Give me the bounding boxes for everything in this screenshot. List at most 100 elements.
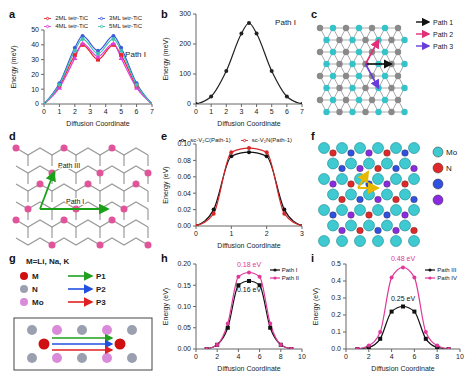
svg-text:0: 0 — [344, 353, 348, 360]
html-text:b: b — [161, 8, 168, 20]
svg-text:6: 6 — [412, 353, 416, 360]
svg-text:5: 5 — [119, 108, 123, 115]
svg-text:2: 2 — [224, 108, 228, 115]
svg-text:10: 10 — [456, 353, 464, 360]
svg-text:Path I: Path I — [66, 198, 84, 205]
html-text:e: e — [161, 130, 168, 142]
svg-text:Energy (eV): Energy (eV) — [162, 166, 170, 203]
svg-text:40: 40 — [31, 41, 39, 48]
html-text:Path I: Path I — [275, 18, 296, 27]
svg-text:0.00: 0.00 — [177, 345, 191, 352]
svg-text:0.25 eV: 0.25 eV — [391, 295, 415, 302]
svg-text:Energy (eV): Energy (eV) — [312, 288, 320, 325]
html-text:3ML tetr-TiC: 3ML tetr-TiC — [109, 15, 142, 21]
svg-text:Energy (meV): Energy (meV) — [10, 45, 18, 88]
svg-text:0.06: 0.06 — [177, 173, 191, 180]
svg-text:0.04: 0.04 — [177, 190, 191, 197]
svg-text:Diffusion Coordinate: Diffusion Coordinate — [217, 120, 280, 127]
svg-text:0.5: 0.5 — [331, 260, 341, 267]
svg-text:10: 10 — [31, 86, 39, 93]
svg-text:4: 4 — [236, 353, 240, 360]
svg-text:N: N — [32, 285, 38, 294]
svg-text:30: 30 — [31, 56, 39, 63]
svg-text:Mo: Mo — [32, 298, 44, 307]
svg-text:Path 1: Path 1 — [433, 19, 453, 26]
svg-text:1: 1 — [209, 108, 213, 115]
svg-text:4: 4 — [390, 353, 394, 360]
html-text:Path I: Path I — [125, 50, 146, 59]
svg-text:0: 0 — [194, 353, 198, 360]
svg-text:0.18 eV: 0.18 eV — [237, 261, 261, 268]
svg-text:0: 0 — [35, 100, 39, 107]
svg-text:20: 20 — [31, 71, 39, 78]
svg-text:Diffusion Coordinate: Diffusion Coordinate — [371, 365, 434, 372]
svg-text:0.10: 0.10 — [177, 140, 191, 147]
svg-text:6: 6 — [135, 108, 139, 115]
svg-text:0.3: 0.3 — [331, 294, 341, 301]
svg-text:2: 2 — [265, 230, 269, 237]
svg-text:10: 10 — [298, 353, 306, 360]
svg-text:2: 2 — [367, 353, 371, 360]
svg-text:100: 100 — [179, 70, 191, 77]
svg-text:Energy (meV): Energy (meV) — [162, 37, 170, 80]
svg-text:0.08: 0.08 — [177, 157, 191, 164]
svg-text:Energy (eV): Energy (eV) — [162, 288, 170, 325]
svg-text:8: 8 — [435, 353, 439, 360]
svg-text:M=Li, Na, K: M=Li, Na, K — [26, 257, 70, 266]
svg-text:0.4: 0.4 — [331, 277, 341, 284]
svg-text:6: 6 — [258, 353, 262, 360]
svg-text:4: 4 — [104, 108, 108, 115]
svg-text:0.20: 0.20 — [177, 260, 191, 267]
svg-text:3: 3 — [88, 108, 92, 115]
html-text:g: g — [9, 252, 16, 264]
svg-text:0.2: 0.2 — [331, 311, 341, 318]
svg-text:Path 2: Path 2 — [433, 31, 453, 38]
svg-text:0.10: 0.10 — [177, 303, 191, 310]
svg-text:0: 0 — [187, 100, 191, 107]
svg-text:0: 0 — [42, 108, 46, 115]
svg-text:0.1: 0.1 — [331, 328, 341, 335]
svg-text:0.02: 0.02 — [177, 206, 191, 213]
svg-text:50: 50 — [31, 26, 39, 33]
svg-text:0.16 eV: 0.16 eV — [237, 286, 261, 293]
svg-text:0.15: 0.15 — [177, 282, 191, 289]
svg-text:0.00: 0.00 — [177, 222, 191, 229]
svg-text:7: 7 — [300, 108, 304, 115]
svg-text:2: 2 — [215, 353, 219, 360]
svg-text:3: 3 — [239, 108, 243, 115]
svg-text:Diffusion Coordinate: Diffusion Coordinate — [66, 120, 129, 127]
svg-text:7: 7 — [150, 108, 154, 115]
html-text:4ML tetr-TiC: 4ML tetr-TiC — [55, 23, 89, 29]
svg-text:Path III: Path III — [58, 162, 80, 169]
svg-text:1: 1 — [57, 108, 61, 115]
svg-text:0: 0 — [194, 230, 198, 237]
svg-text:0.48 eV: 0.48 eV — [391, 255, 415, 262]
svg-text:Path 3: Path 3 — [433, 43, 453, 50]
svg-text:5: 5 — [270, 108, 274, 115]
svg-text:2: 2 — [73, 108, 77, 115]
svg-text:P2: P2 — [96, 285, 106, 294]
svg-text:4: 4 — [255, 108, 259, 115]
svg-text:200: 200 — [179, 40, 191, 47]
html-text:c: c — [311, 8, 318, 20]
html-text:d: d — [9, 130, 16, 142]
svg-text:N: N — [446, 164, 452, 173]
svg-text:P1: P1 — [96, 272, 106, 281]
svg-text:0: 0 — [194, 108, 198, 115]
svg-text:1: 1 — [229, 230, 233, 237]
svg-text:300: 300 — [179, 10, 191, 17]
svg-text:0.0: 0.0 — [331, 345, 341, 352]
svg-text:6: 6 — [285, 108, 289, 115]
svg-text:Diffusion Coordinate: Diffusion Coordinate — [217, 365, 280, 372]
html-text:5ML tetr-TiC: 5ML tetr-TiC — [109, 23, 142, 29]
html-text:a: a — [9, 8, 16, 20]
svg-text:P3: P3 — [96, 298, 106, 307]
svg-text:8: 8 — [279, 353, 283, 360]
svg-text:0.05: 0.05 — [177, 324, 191, 331]
svg-text:M: M — [32, 272, 39, 281]
svg-text:Mo: Mo — [446, 148, 458, 157]
html-text:h: h — [161, 252, 168, 264]
svg-text:Diffusion Coordinate: Diffusion Coordinate — [217, 242, 280, 249]
html-text:2ML tetr-TiC: 2ML tetr-TiC — [55, 15, 89, 21]
svg-text:3: 3 — [300, 230, 304, 237]
